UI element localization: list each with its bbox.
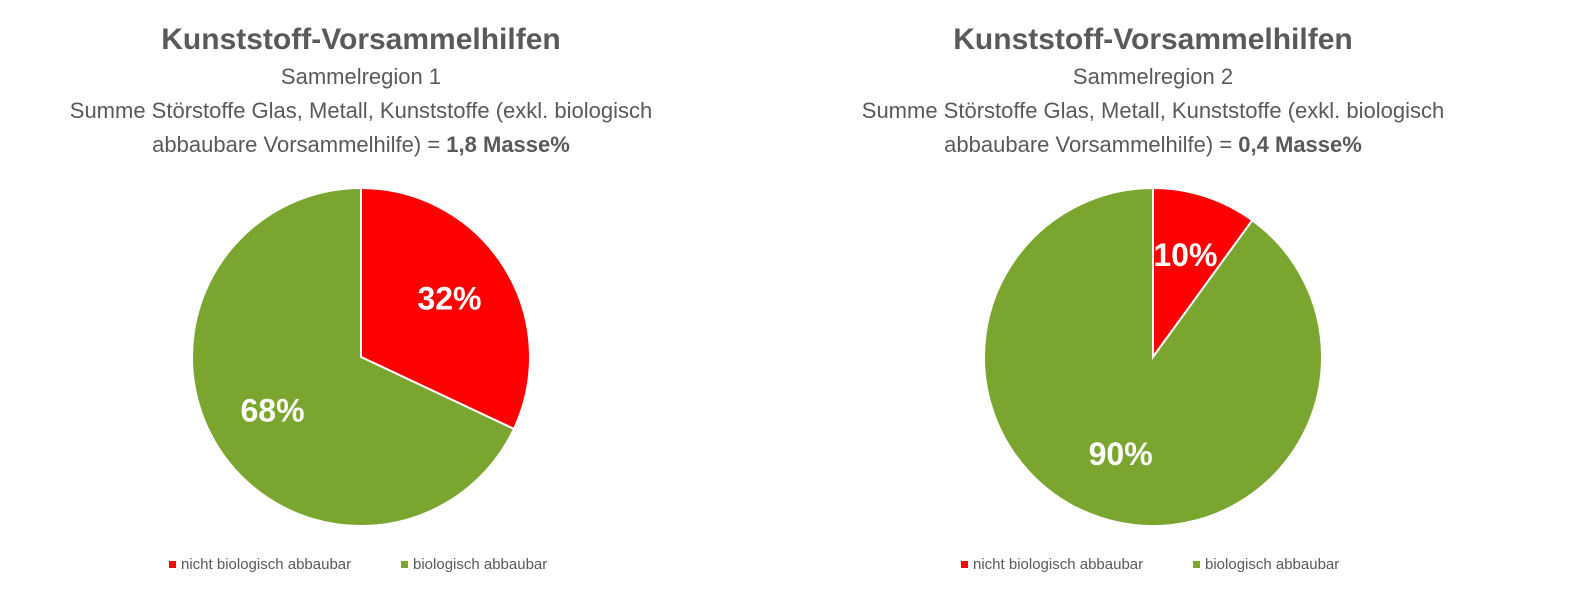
chart-subtitle: Sammelregion 1 (280, 64, 442, 89)
description: Summe Störstoffe Glas, Metall, Kunststof… (808, 94, 1498, 162)
chart-header: Kunststoff-Vorsammelhilfen Sammelregion 2… (753, 20, 1553, 162)
chart-title: Kunststoff-Vorsammelhilfen (161, 23, 561, 56)
legend: nicht biologisch abbaubar biologisch abba… (169, 556, 547, 573)
legend-label: nicht biologisch abbaubar (973, 556, 1143, 573)
legend-swatch (961, 561, 968, 568)
description-text: Summe Störstoffe Glas, Metall, Kunststof… (69, 98, 653, 157)
pie-slice (983, 186, 1323, 527)
description-highlight: 1,8 Masse% (446, 132, 570, 157)
data-label: 68% (241, 393, 305, 429)
legend-label: biologisch abbaubar (413, 556, 547, 573)
legend-label: nicht biologisch abbaubar (181, 556, 351, 573)
chart-title: Kunststoff-Vorsammelhilfen (953, 23, 1353, 56)
legend-swatch (401, 561, 408, 568)
legend: nicht biologisch abbaubar biologisch abba… (961, 556, 1339, 573)
description: Summe Störstoffe Glas, Metall, Kunststof… (56, 94, 666, 162)
data-label: 90% (1089, 436, 1153, 472)
chart-header: Kunststoff-Vorsammelhilfen Sammelregion 1… (0, 20, 761, 162)
pie-slice (191, 186, 516, 527)
legend-swatch (169, 561, 176, 568)
description-highlight: 0,4 Masse% (1238, 132, 1362, 157)
chart-subtitle: Sammelregion 2 (1072, 64, 1234, 89)
pie-slice (1152, 186, 1254, 361)
pie-slice (360, 186, 531, 431)
legend-label: biologisch abbaubar (1205, 556, 1339, 573)
data-label: 10% (1153, 237, 1217, 273)
legend-swatch (1193, 561, 1200, 568)
data-label: 32% (417, 280, 481, 316)
description-text: Summe Störstoffe Glas, Metall, Kunststof… (861, 98, 1445, 157)
